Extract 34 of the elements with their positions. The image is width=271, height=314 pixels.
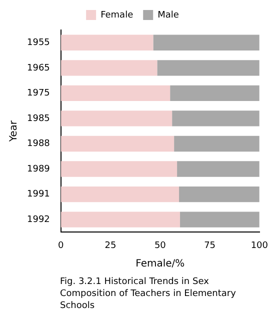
y-tick-label: 1985 — [27, 114, 50, 124]
legend-label: Male — [158, 10, 180, 20]
bar — [60, 60, 158, 76]
bar — [60, 85, 170, 102]
y-tick-label: 1988 — [27, 139, 50, 150]
bar — [60, 136, 174, 152]
bar — [179, 186, 260, 202]
y-tick-label: 1991 — [27, 190, 50, 200]
bar — [174, 136, 260, 152]
y-tick-label: 1955 — [27, 38, 50, 48]
x-tick-label: 25 — [104, 240, 116, 251]
x-tick-label: 50 — [154, 240, 166, 251]
bar — [60, 212, 180, 228]
x-tick-label: 75 — [204, 240, 216, 251]
bar — [60, 186, 180, 202]
x-tick-label: 100 — [250, 240, 268, 251]
bar — [180, 212, 260, 228]
y-tick-label: 1975 — [27, 88, 50, 99]
bar — [60, 110, 172, 126]
text: Fig. 3.2.1 Historical Trends in Sex Composition of Teachers in Elementary Schools — [60, 276, 237, 312]
x-tick-label: 0 — [58, 240, 64, 251]
y-tick-label: 1965 — [27, 63, 50, 74]
bar — [170, 85, 260, 102]
bar — [157, 60, 260, 76]
bar — [177, 161, 260, 177]
bar — [172, 110, 260, 126]
y-axis-title: Year — [8, 120, 20, 143]
x-axis-title: Female/% — [136, 258, 185, 270]
bar — [60, 34, 154, 50]
bar — [153, 34, 260, 50]
y-tick-label: 1989 — [27, 164, 50, 174]
y-tick-label: 1992 — [27, 214, 50, 225]
bar — [60, 161, 178, 177]
legend-label: Female — [100, 10, 134, 20]
